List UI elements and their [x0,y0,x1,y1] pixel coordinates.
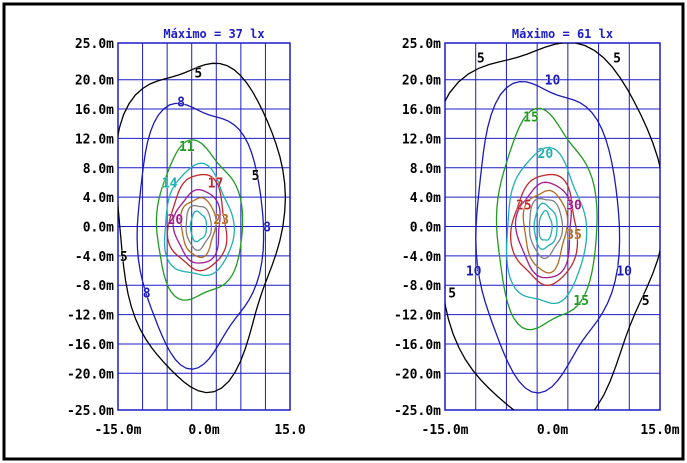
contour-level-20 [506,146,588,305]
contour-level-5 [445,43,660,410]
contour-value-label: 30 [566,198,582,213]
contour-value-label: 17 [208,176,224,191]
y-tick-label: -25.0m [394,404,441,419]
plot-frame [117,42,291,411]
contour-value-label: 25 [516,198,532,213]
contour-value-label: 14 [162,176,178,191]
contour-value-label: 11 [179,140,195,155]
y-tick-label: -12.0m [394,309,441,324]
contour-level-45 [533,202,558,250]
y-tick-label: -16.0m [394,338,441,353]
contour-value-label: 5 [194,66,202,81]
contour-value-label: 8 [143,287,151,302]
x-tick-label: 15.0 [274,423,305,438]
y-tick-label: 12.0m [402,132,441,147]
y-tick-label: -4.0m [402,250,441,265]
y-tick-label: 0.0m [410,221,441,236]
contour-value-label: 10 [616,265,632,280]
y-tick-label: 12.0m [75,132,114,147]
isolux-plot-left: Máximo = 37 lx 25.0m 20.0m 16.0m 12.0m 8.0m 4.… [67,27,306,438]
y-tick-label: -20.0m [394,367,441,382]
contour-level-30 [514,181,572,279]
y-tick-label: -8.0m [402,279,441,294]
contour-value-label: 23 [213,213,229,228]
contour-level-35 [522,189,569,274]
plot-title: Máximo = 37 lx [163,27,264,41]
contour-value-label: 5 [477,52,485,67]
contour-level-5 [118,62,287,394]
y-tick-label: 16.0m [75,103,114,118]
y-tick-label: 25.0m [75,37,114,52]
y-tick-label: 4.0m [410,191,441,206]
contour-level-15 [495,107,598,331]
plot-title: Máximo = 61 lx [512,27,613,41]
contour-value-label: 10 [545,74,561,89]
x-tick-label: 15.0m [640,423,679,438]
contour-level-14 [163,162,236,277]
y-tick-label: -16.0m [67,338,114,353]
y-tick-label: 25.0m [402,37,441,52]
contour-level-29 [189,210,208,243]
contour-value-label: 5 [642,294,650,309]
contour-level-8 [136,102,265,370]
contour-level-23 [179,196,217,259]
y-tick-label: -4.0m [75,250,114,265]
y-tick-label: 20.0m [402,74,441,89]
contour-level-25 [509,173,579,287]
y-tick-label: -20.0m [67,367,114,382]
contour-value-label: 5 [448,287,456,302]
x-tick-label: 0.0m [537,423,568,438]
y-tick-label: 8.0m [410,162,441,177]
contour-level-40 [528,197,564,260]
contour-level-20 [172,188,221,264]
y-tick-label: -25.0m [67,404,114,419]
contour-value-label: 8 [177,96,185,111]
contour-value-label: 10 [466,265,482,280]
x-tick-label: -15.0m [95,423,142,438]
contour-value-label: 5 [120,250,128,265]
contour-value-label: 5 [252,169,260,184]
contour-level-11 [155,139,244,301]
contour-group [445,43,660,410]
contour-value-label: 20 [168,213,184,228]
contour-value-label: 35 [566,228,582,243]
contour-level-50 [538,209,553,241]
contour-level-26 [185,204,213,252]
y-tick-label: 16.0m [402,103,441,118]
contour-group [118,62,287,394]
y-tick-label: -12.0m [67,309,114,324]
isolux-plot-right: Máximo = 61 lx 25.0m 20.0m 16.0m 12.0m 8.0m 4.… [394,27,680,438]
contour-value-label: 8 [263,221,271,236]
contour-value-label: 15 [523,110,539,125]
x-tick-label: 0.0m [188,423,219,438]
y-tick-label: 0.0m [83,221,114,236]
contour-value-label: 15 [573,294,589,309]
y-tick-label: 20.0m [75,74,114,89]
plot-frame [444,42,661,411]
y-tick-label: 8.0m [83,162,114,177]
y-tick-label: -8.0m [75,279,114,294]
contour-value-label: 20 [538,147,554,162]
y-tick-label: 4.0m [83,191,114,206]
contour-level-17 [166,173,228,272]
contour-value-label: 5 [613,52,621,67]
x-tick-label: -15.0m [422,423,469,438]
contour-level-10 [475,80,621,394]
